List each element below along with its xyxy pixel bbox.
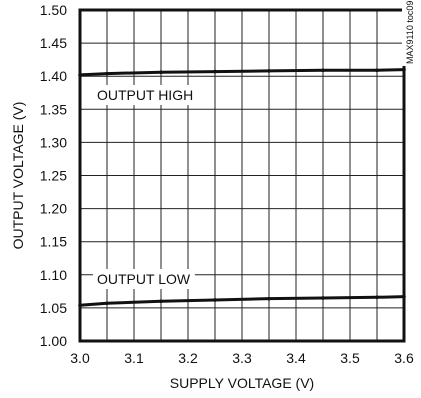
y-tick-label: 1.05 bbox=[40, 300, 67, 316]
x-tick-label: 3.3 bbox=[232, 350, 252, 366]
series-point-0 bbox=[105, 71, 109, 76]
y-tick-label: 1.35 bbox=[40, 101, 67, 117]
y-tick-label: 1.25 bbox=[40, 168, 67, 184]
x-axis-title: SUPPLY VOLTAGE (V) bbox=[170, 375, 314, 391]
series-point-1 bbox=[213, 298, 217, 302]
y-tick-labels: 1.00 1.05 1.10 1.15 1.20 1.25 1.30 1.35 1.40 1.45… bbox=[40, 2, 67, 349]
series-point-1 bbox=[159, 299, 163, 304]
y-axis-title: OUTPUT VOLTAGE (V) bbox=[10, 102, 26, 250]
series-layer bbox=[78, 67, 406, 308]
x-tick-labels: 3.0 3.1 3.2 3.3 3.4 3.5 3.6 bbox=[70, 350, 414, 366]
series-point-0 bbox=[267, 69, 271, 73]
series-point-0 bbox=[213, 69, 217, 74]
output-high-label: OUTPUT HIGH bbox=[97, 87, 193, 103]
y-tick-label: 1.15 bbox=[40, 234, 67, 250]
x-tick-label: 3.2 bbox=[178, 350, 198, 366]
y-tick-label: 1.40 bbox=[40, 68, 67, 84]
series-point-0 bbox=[375, 68, 379, 73]
x-tick-label: 3.5 bbox=[340, 350, 360, 366]
y-tick-label: 1.50 bbox=[40, 2, 67, 18]
series-point-0 bbox=[159, 70, 163, 75]
series-line-1 bbox=[79, 295, 405, 307]
x-tick-label: 3.4 bbox=[286, 350, 306, 366]
y-tick-label: 1.00 bbox=[40, 333, 67, 349]
output-high-label-bg bbox=[93, 85, 198, 105]
series-point-1 bbox=[321, 296, 325, 300]
y-tick-label: 1.45 bbox=[40, 35, 67, 51]
plot-frame bbox=[78, 8, 406, 343]
series-point-1 bbox=[267, 296, 271, 301]
series-point-1 bbox=[375, 295, 379, 300]
series-line-0 bbox=[79, 68, 405, 77]
x-tick-label: 3.6 bbox=[394, 350, 414, 366]
grid bbox=[80, 10, 404, 341]
figure-code-bg bbox=[402, 0, 415, 66]
series-point-0 bbox=[321, 68, 325, 73]
figure-code: MAX9110 toc09 bbox=[405, 1, 415, 64]
x-tick-label: 3.0 bbox=[70, 350, 90, 366]
y-tick-label: 1.10 bbox=[40, 267, 67, 283]
y-tick-label: 1.30 bbox=[40, 134, 67, 150]
x-tick-label: 3.1 bbox=[124, 350, 144, 366]
series-point-1 bbox=[105, 301, 109, 306]
output-low-label: OUTPUT LOW bbox=[97, 271, 191, 287]
y-tick-label: 1.20 bbox=[40, 201, 67, 217]
output-low-label-bg bbox=[93, 269, 195, 289]
